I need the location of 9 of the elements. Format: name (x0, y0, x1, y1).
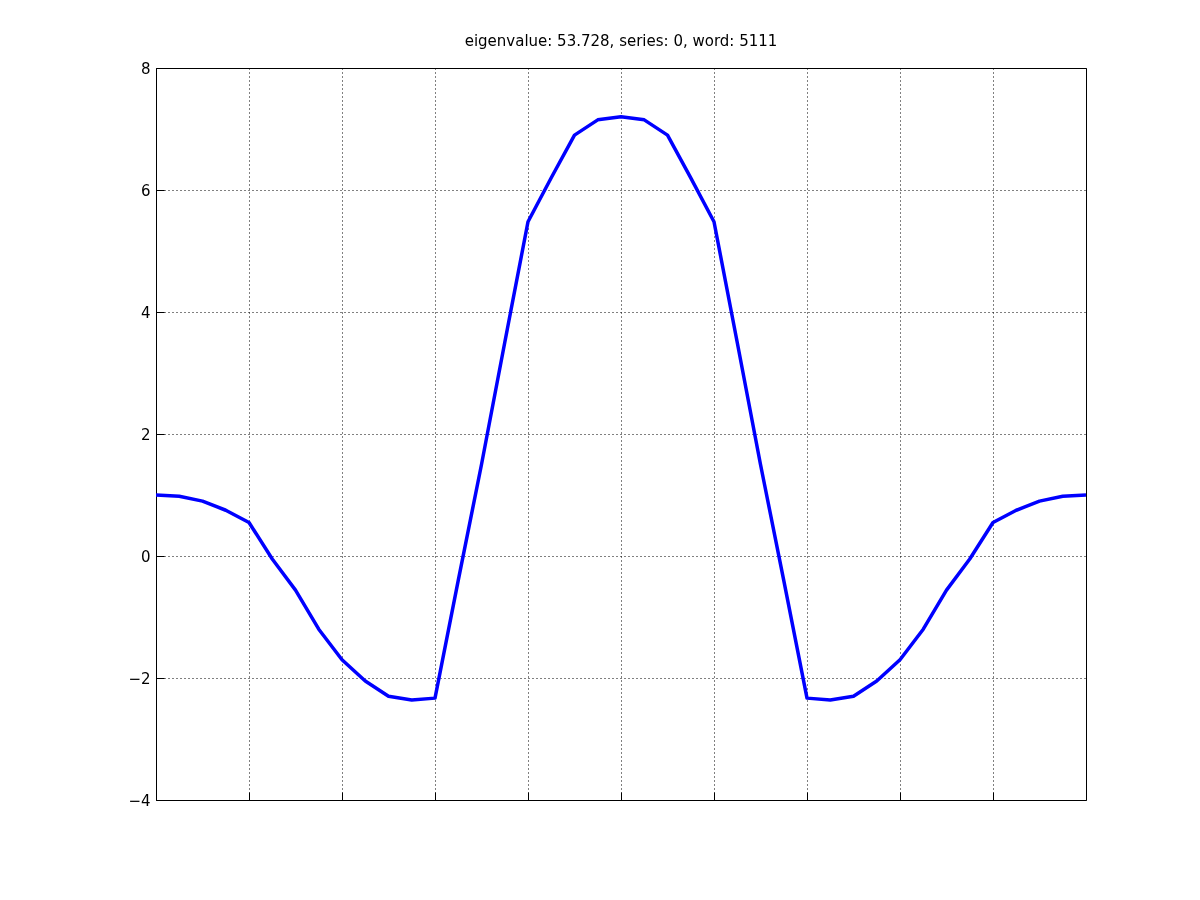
y-tick-label: 6 (140, 181, 151, 200)
y-tick-label: 2 (140, 425, 151, 444)
y-tick-label: 0 (140, 547, 151, 566)
y-tick-label: 8 (140, 59, 151, 78)
chart-title: eigenvalue: 53.728, series: 0, word: 5111 (464, 32, 778, 50)
y-tick-label: −2 (128, 669, 151, 688)
y-tick-label: 4 (140, 303, 151, 322)
line-series (156, 115, 1086, 702)
y-tick-label: −4 (128, 791, 151, 810)
